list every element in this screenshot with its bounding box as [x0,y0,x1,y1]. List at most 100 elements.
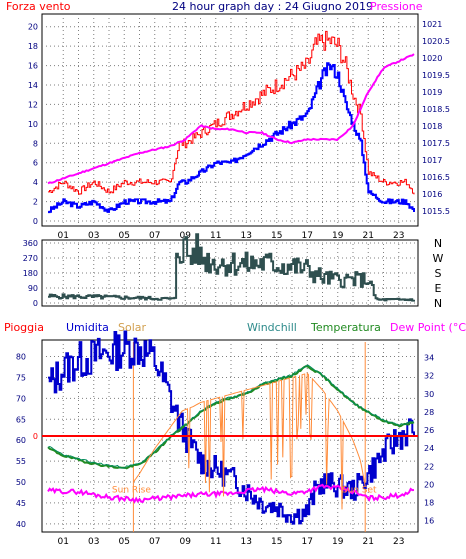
y-tick-label: 55 [16,457,26,466]
series-gust [48,30,415,195]
windchill-label: Windchill [247,321,297,334]
x-tick-label: 21 [363,537,374,547]
y-tick-label: 18 [28,42,38,51]
series-humidity [48,330,415,525]
compass-label: E [435,282,442,295]
x-tick-label: 13 [241,231,252,241]
y-tick-label: 0 [33,217,38,226]
y-tick-label: 40 [16,520,26,529]
x-tick-label: 21 [363,231,374,241]
series-solar [132,371,366,510]
y-tick-label: 8 [33,139,38,148]
series-dewpoint [47,483,415,504]
y-tick-label: 80 [16,353,26,362]
x-tick-label: 15 [271,231,282,241]
y-tick-label: 50 [16,478,26,487]
series-pressure [47,53,415,185]
y2-tick-label: 1015.5 [422,207,450,216]
compass-label: S [435,267,442,280]
x-tick-label: 01 [58,537,69,547]
x-tick-label: 01 [58,231,69,241]
y2-tick-label: 1016 [422,190,442,199]
x-tick-label: 11 [210,231,221,241]
y2-tick-label: 1020.5 [422,37,450,46]
wind-pressure-panel: 0 2 4 6 8 10 12 14 16 18 20 1015.5 1016 1016.5 1017 101… [28,13,450,241]
y-tick-label: 16 [28,62,38,71]
x-tick-label: 19 [332,231,344,241]
y2-tick-label: 20 [424,480,434,489]
y2-tick-label: 30 [424,390,434,399]
x-tick-label: 23 [393,231,404,241]
x-tick-label: 07 [149,231,160,241]
x-tick-label: 23 [393,537,404,547]
chart-labels: Forza vento 24 hour graph day : 24 Giugn… [4,0,466,334]
y2-tick-label: 34 [424,354,434,363]
compass-label: W [433,252,444,265]
x-tick-label: 13 [241,537,252,547]
rain-label: Pioggia [4,321,44,334]
y2-tick-label: 1021 [422,20,442,29]
y-tick-label: 20 [28,23,38,32]
y-tick-label: 4 [33,178,38,187]
y2-tick-label: 1018.5 [422,105,450,114]
y2-tick-label: 24 [424,444,434,453]
pressure-axis-title: Pressione [370,0,423,13]
y2-tick-label: 22 [424,462,434,471]
x-tick-label: 03 [88,231,99,241]
x-tick-label: 05 [119,537,130,547]
y-tick-label: 180 [23,269,38,278]
x-tick-label: 09 [180,231,192,241]
x-tick-label: 09 [180,537,192,547]
y-tick-label: 12 [28,100,38,109]
y2-tick-label: 1019 [422,88,442,97]
y-tick-label: 75 [16,373,26,382]
y-tick-label: 270 [23,254,38,263]
y-tick-label: 14 [28,81,38,90]
temperature-humidity-panel: 40 45 50 55 60 65 70 75 80 16 18 20 22 24 26 28 30 32 34 01… [16,330,434,547]
y-tick-label: 0 [33,299,38,308]
x-tick-label: 15 [271,537,282,547]
series-windchill [47,364,415,469]
temperature-label: Temperatura [310,321,381,334]
y-tick-label: 60 [16,436,26,445]
sunrise-label: Sun Rise [112,486,151,496]
series-direction [48,233,415,302]
sunset-label: Sun Set [342,486,377,496]
y2-tick-label: 16 [424,517,434,526]
solar-label: Solar [118,321,147,334]
y2-tick-label: 1019.5 [422,71,450,80]
x-tick-label: 17 [302,537,313,547]
y2-tick-label: 1018 [422,122,442,131]
y2-tick-label: 32 [424,372,434,381]
y2-tick-label: 1017.5 [422,139,450,148]
x-tick-label: 19 [332,537,344,547]
y2-tick-label: 26 [424,426,434,435]
y2-tick-label: 1016.5 [422,173,450,182]
x-tick-label: 11 [210,537,221,547]
y2-tick-label: 18 [424,499,434,508]
y-tick-label: 2 [33,198,38,207]
compass-label: N [434,297,442,310]
y-tick-label: 360 [23,239,38,248]
y-tick-label: 65 [16,415,26,424]
y-tick-label: 6 [33,159,38,168]
y2-tick-label: 1017 [422,156,442,165]
humidity-label: Umidita [66,321,109,334]
y2-tick-label: 28 [424,408,434,417]
y-tick-label: 45 [16,499,26,508]
x-tick-label: 07 [149,537,160,547]
chart-title: 24 hour graph day : 24 Giugno 2019 [172,0,373,13]
x-tick-label: 05 [119,231,130,241]
x-tick-label: 17 [302,231,313,241]
compass-label: N [434,237,442,250]
x-tick-label: 03 [88,537,99,547]
wind-speed-axis-title: Forza vento [6,0,71,13]
y-tick-label: 90 [28,284,38,293]
y-tick-label: 70 [16,394,26,403]
y-tick-label: 10 [28,120,38,129]
y2-tick-label: 1020 [422,54,442,63]
dewpoint-label: Dew Point (°C) [390,321,466,334]
